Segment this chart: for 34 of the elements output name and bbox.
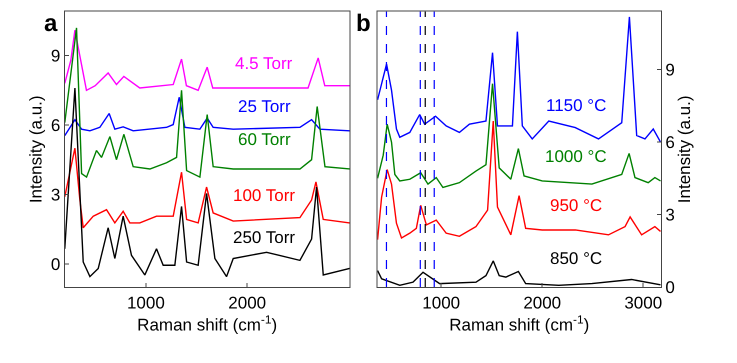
line-series [64,87,350,278]
x-tick-label: 1000 [126,293,165,312]
line-series [64,147,350,228]
y-tick-label: 3 [50,185,60,204]
series-label: 100 Torr [233,186,296,205]
x-tick-label: 2000 [523,293,562,312]
x-axis-title: Raman shift (cm$^{-1}$) [449,312,590,335]
y-tick-label: 6 [50,116,60,135]
y-tick-label: 3 [665,205,675,224]
chart-title: b [356,10,371,37]
y-tick-label: 9 [665,60,675,80]
series-label: 60 Torr [238,130,291,149]
line-series [64,27,350,178]
x-tick-label: 1000 [422,293,460,312]
line-series [378,120,661,240]
chart-title: a [44,10,58,37]
series-label: 4.5 Torr [235,54,293,73]
x-tick-label: 2000 [228,293,266,312]
series-label: 850 °C [550,249,602,268]
series-label: 1000 °C [545,147,607,166]
y-tick-label: 9 [50,46,60,66]
series-label: 1150 °C [546,96,606,115]
series-label: 250 Torr [233,228,296,247]
series-label: 950 °C [550,196,602,215]
series-label: 25 Torr [238,97,291,116]
line-series [378,82,661,188]
x-axis-title: Raman shift (cm$^{-1}$) [137,312,278,335]
x-tick-label: 3000 [624,293,662,312]
line-series [64,29,350,92]
y-tick-label: 6 [665,133,675,152]
y-axis-title: Intensity (a.u.) [26,95,46,204]
y-tick-label: 0 [665,278,675,297]
y-tick-label: 0 [50,254,60,274]
y-axis-title: Intensity (a.u.) [675,95,694,204]
